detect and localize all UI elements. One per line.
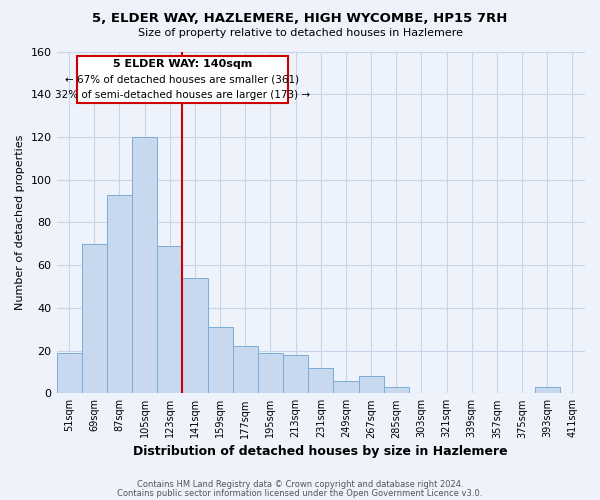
Bar bbox=[233, 346, 258, 394]
Bar bbox=[132, 137, 157, 394]
Bar bbox=[334, 380, 359, 394]
X-axis label: Distribution of detached houses by size in Hazlemere: Distribution of detached houses by size … bbox=[133, 444, 508, 458]
Text: 32% of semi-detached houses are larger (173) →: 32% of semi-detached houses are larger (… bbox=[55, 90, 310, 101]
Text: Contains HM Land Registry data © Crown copyright and database right 2024.: Contains HM Land Registry data © Crown c… bbox=[137, 480, 463, 489]
Text: 5, ELDER WAY, HAZLEMERE, HIGH WYCOMBE, HP15 7RH: 5, ELDER WAY, HAZLEMERE, HIGH WYCOMBE, H… bbox=[92, 12, 508, 26]
Bar bbox=[208, 327, 233, 394]
Bar bbox=[56, 352, 82, 394]
Bar bbox=[308, 368, 334, 394]
Bar bbox=[258, 352, 283, 394]
Bar bbox=[157, 246, 182, 394]
Bar bbox=[283, 355, 308, 394]
Y-axis label: Number of detached properties: Number of detached properties bbox=[15, 134, 25, 310]
FancyBboxPatch shape bbox=[77, 56, 288, 103]
Text: 5 ELDER WAY: 140sqm: 5 ELDER WAY: 140sqm bbox=[113, 59, 252, 69]
Bar bbox=[107, 194, 132, 394]
Bar bbox=[383, 387, 409, 394]
Text: ← 67% of detached houses are smaller (361): ← 67% of detached houses are smaller (36… bbox=[65, 74, 299, 85]
Bar bbox=[359, 376, 383, 394]
Text: Size of property relative to detached houses in Hazlemere: Size of property relative to detached ho… bbox=[137, 28, 463, 38]
Bar bbox=[182, 278, 208, 394]
Bar bbox=[535, 387, 560, 394]
Bar bbox=[82, 244, 107, 394]
Text: Contains public sector information licensed under the Open Government Licence v3: Contains public sector information licen… bbox=[118, 489, 482, 498]
